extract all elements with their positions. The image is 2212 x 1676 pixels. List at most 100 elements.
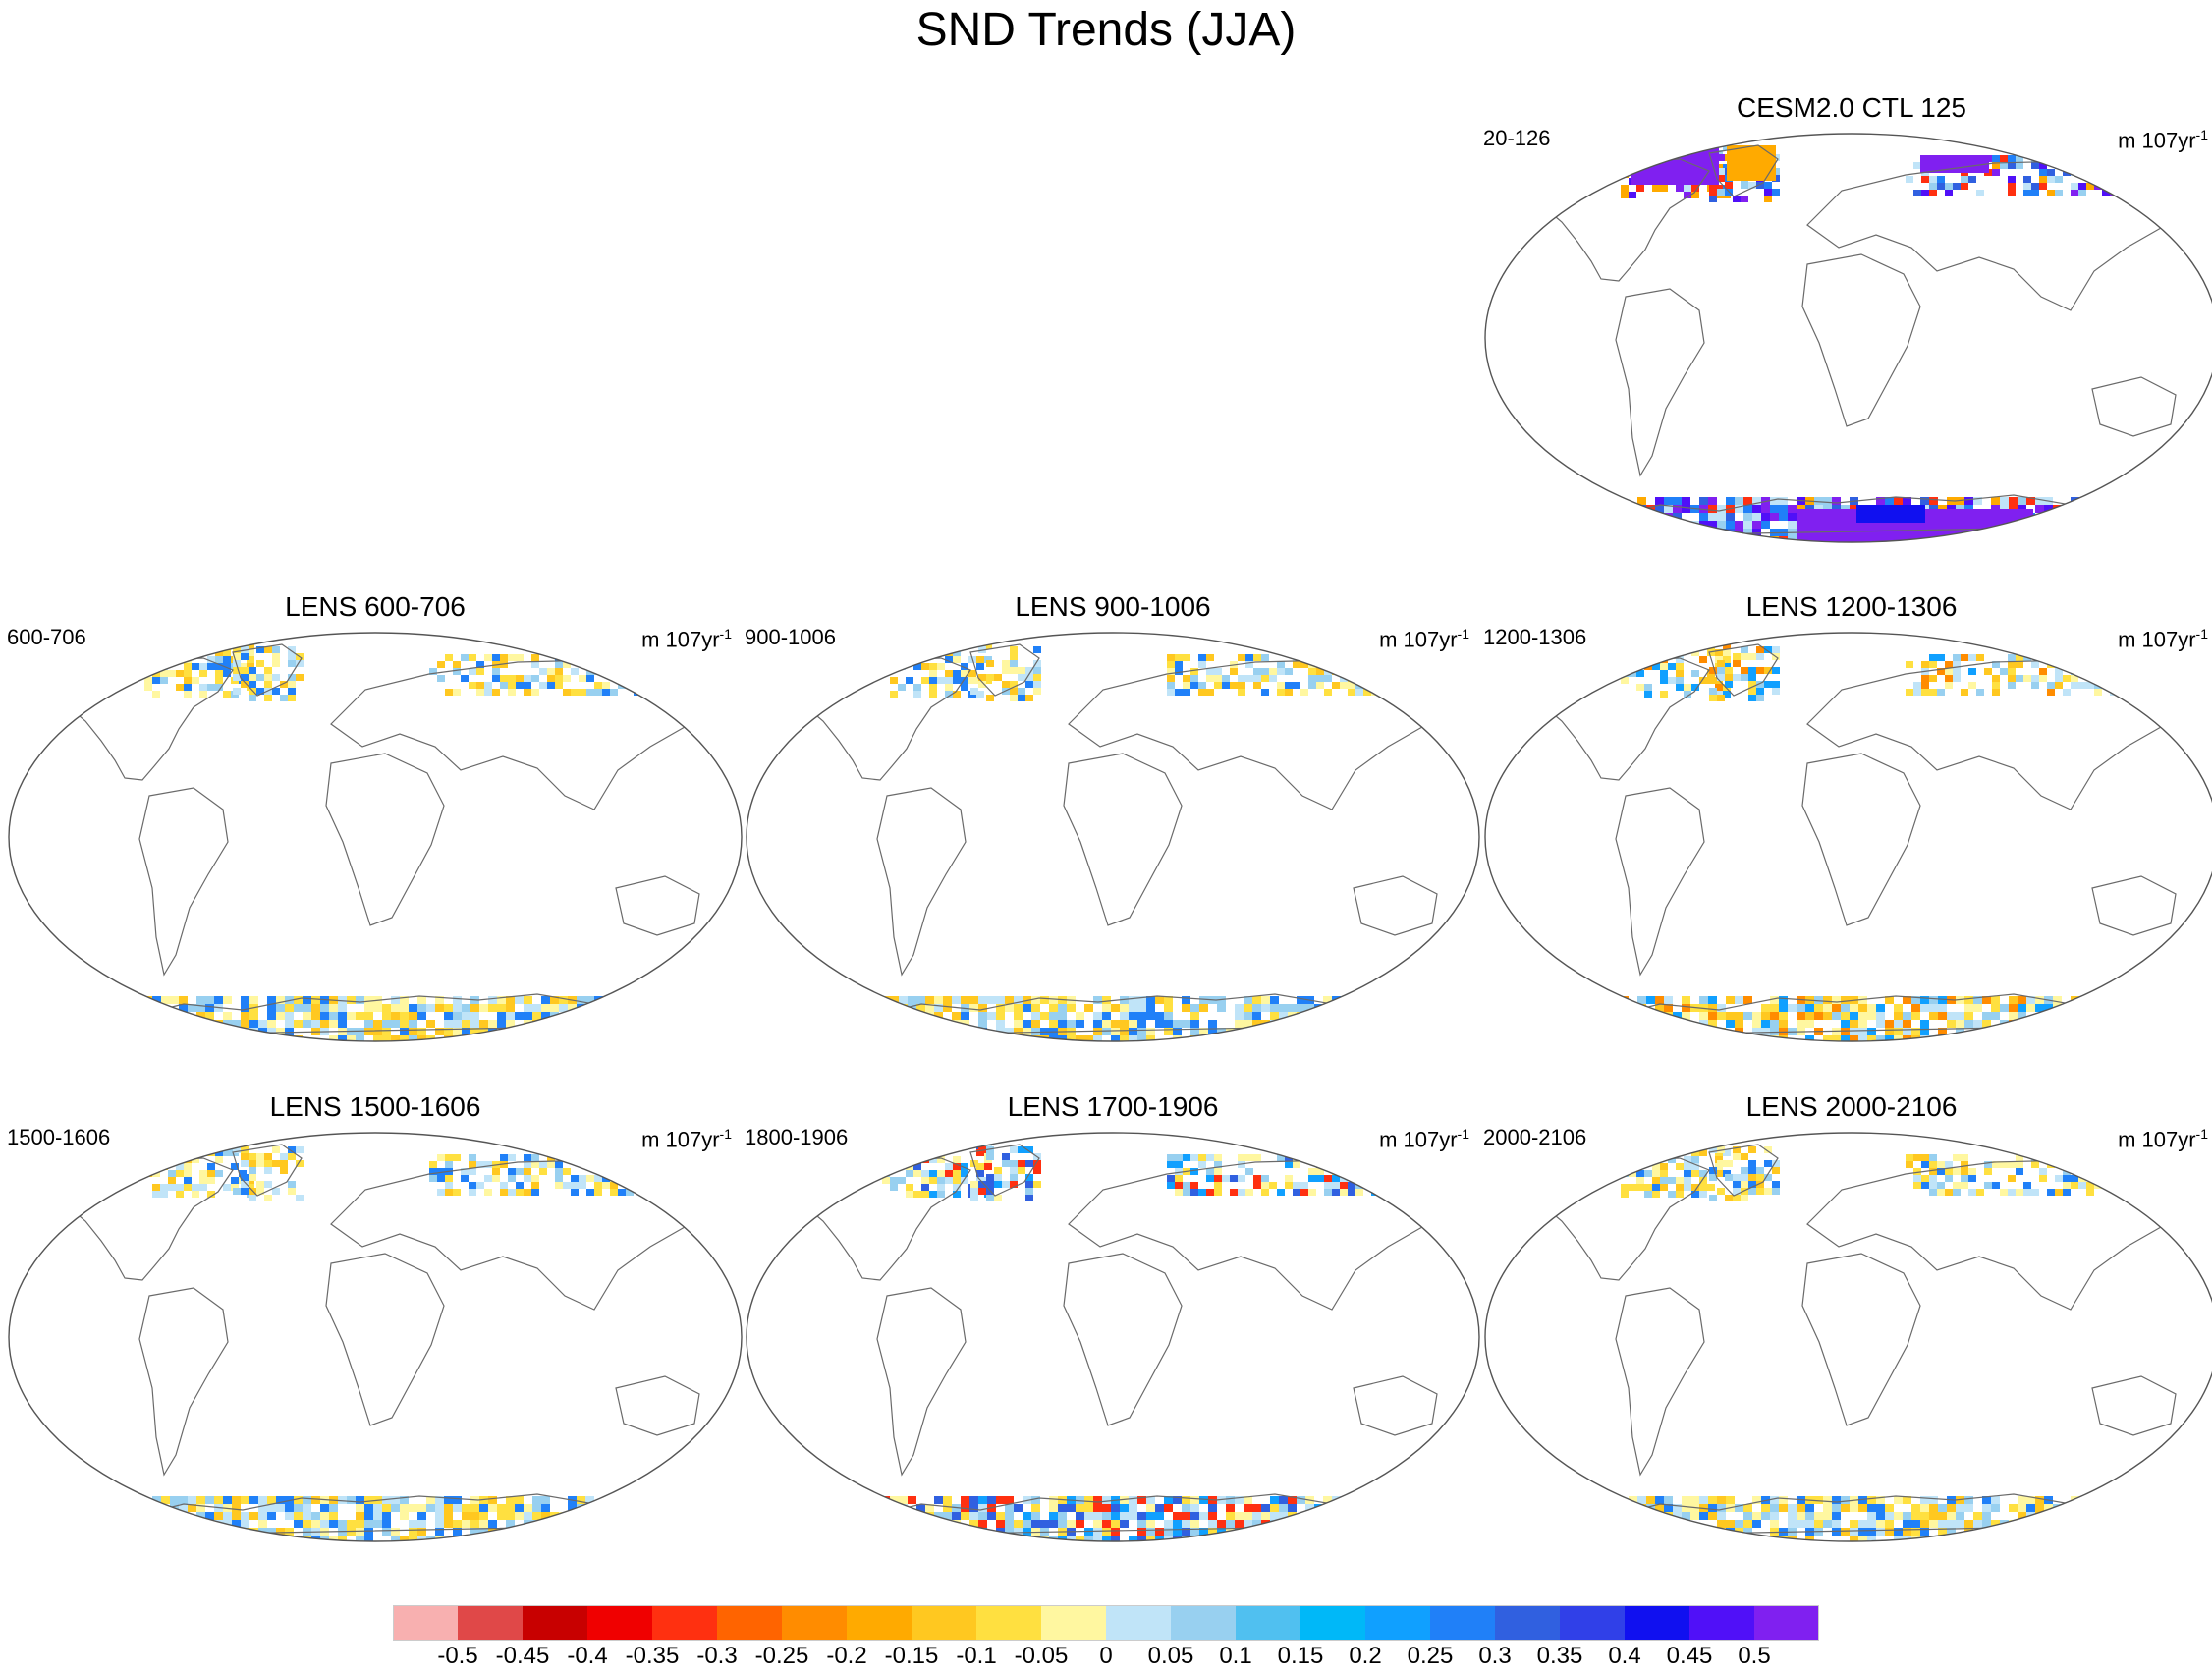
colorbar-box bbox=[1171, 1605, 1236, 1641]
greenland-outline bbox=[1708, 144, 1779, 197]
panel-units-label: m 107yr-1 bbox=[641, 621, 732, 652]
australia-outline bbox=[615, 875, 700, 936]
colorbar-tick-label: 0.2 bbox=[1349, 1643, 1382, 1669]
coastlines bbox=[782, 643, 1438, 1036]
map-frame bbox=[8, 1132, 743, 1542]
world-map bbox=[8, 632, 743, 1042]
australia-outline bbox=[1353, 1375, 1438, 1436]
map-panel-cesm-ctl: CESM2.0 CTL 125 20-126 m 107yr-1 bbox=[1483, 90, 2212, 547]
panel-title: LENS 1500-1606 bbox=[269, 1091, 481, 1122]
greenland-outline bbox=[969, 643, 1040, 697]
greenland-outline bbox=[1708, 1144, 1779, 1197]
australia-outline bbox=[1353, 875, 1438, 936]
eurasia-outline bbox=[1068, 1159, 1433, 1311]
panel-years-label: 1500-1606 bbox=[7, 1125, 111, 1149]
colorbar-tick-label: 0.1 bbox=[1219, 1643, 1252, 1669]
australia-outline bbox=[2091, 376, 2177, 437]
colorbar-box bbox=[393, 1605, 458, 1641]
map-frame bbox=[1484, 1132, 2212, 1542]
colorbar-box bbox=[976, 1605, 1041, 1641]
colorbar-box bbox=[1625, 1605, 1689, 1641]
map-frame bbox=[746, 632, 1480, 1042]
colorbar-box bbox=[1430, 1605, 1495, 1641]
south-america-outline bbox=[1615, 787, 1705, 977]
colorbar-tick-label: 0 bbox=[1099, 1643, 1113, 1669]
coastlines bbox=[1521, 1144, 2177, 1536]
units-exponent: -1 bbox=[719, 1126, 732, 1142]
greenland-outline bbox=[232, 1144, 303, 1197]
units-base: m 107yr bbox=[2118, 128, 2196, 153]
panel-units-label: m 107yr-1 bbox=[1379, 621, 1469, 652]
australia-outline bbox=[2091, 875, 2177, 936]
panel-units-label: m 107yr-1 bbox=[2118, 621, 2208, 652]
eurasia-outline bbox=[330, 659, 695, 810]
south-america-outline bbox=[876, 787, 967, 977]
map-frame bbox=[1484, 632, 2212, 1042]
map-panel-lens-1500: LENS 1500-1606 1500-1606 m 107yr-1 bbox=[7, 1089, 744, 1546]
panel-years-label: 600-706 bbox=[7, 625, 86, 649]
world-map bbox=[1484, 133, 2212, 543]
colorbar-tick-label: 0.25 bbox=[1407, 1643, 1454, 1669]
south-america-outline bbox=[138, 787, 229, 977]
africa-outline bbox=[1801, 1253, 1921, 1426]
map-frame bbox=[8, 632, 743, 1042]
world-map bbox=[746, 632, 1480, 1042]
world-map bbox=[1484, 1132, 2212, 1542]
colorbar-box bbox=[1300, 1605, 1365, 1641]
colorbar-box bbox=[847, 1605, 912, 1641]
colorbar-tick-label: -0.25 bbox=[754, 1643, 809, 1669]
units-exponent: -1 bbox=[1457, 626, 1469, 642]
units-base: m 107yr bbox=[641, 627, 720, 652]
world-map bbox=[746, 1132, 1480, 1542]
colorbar-tick-label: -0.35 bbox=[625, 1643, 680, 1669]
eurasia-outline bbox=[1806, 160, 2172, 311]
panel-title: LENS 900-1006 bbox=[1015, 591, 1211, 622]
colorbar bbox=[393, 1605, 1819, 1641]
units-exponent: -1 bbox=[719, 626, 732, 642]
africa-outline bbox=[325, 1253, 445, 1426]
panel-years-label: 900-1006 bbox=[745, 625, 836, 649]
colorbar-box bbox=[1236, 1605, 1300, 1641]
colorbar-box bbox=[1041, 1605, 1106, 1641]
panel-title: LENS 1700-1906 bbox=[1007, 1091, 1219, 1122]
eurasia-outline bbox=[330, 1159, 695, 1311]
greenland-outline bbox=[232, 643, 303, 697]
panel-units-label: m 107yr-1 bbox=[2118, 1121, 2208, 1152]
colorbar-box bbox=[1106, 1605, 1171, 1641]
coastlines bbox=[1521, 643, 2177, 1036]
colorbar-box bbox=[912, 1605, 976, 1641]
africa-outline bbox=[1063, 753, 1183, 926]
arctic-trend-field bbox=[66, 642, 665, 701]
colorbar-tick-label: -0.5 bbox=[437, 1643, 478, 1669]
colorbar-tick-label: -0.2 bbox=[826, 1643, 867, 1669]
panel-units-label: m 107yr-1 bbox=[641, 1121, 732, 1152]
map-panel-lens-2000: LENS 2000-2106 2000-2106 m 107yr-1 bbox=[1483, 1089, 2212, 1546]
colorbar-box bbox=[782, 1605, 847, 1641]
colorbar-box bbox=[1495, 1605, 1560, 1641]
colorbar-box bbox=[1754, 1605, 1819, 1641]
panel-title: LENS 600-706 bbox=[285, 591, 466, 622]
colorbar-box bbox=[1560, 1605, 1625, 1641]
arctic-trend-field bbox=[1542, 642, 2141, 701]
australia-outline bbox=[615, 1375, 700, 1436]
colorbar-tick-label: -0.45 bbox=[495, 1643, 550, 1669]
units-exponent: -1 bbox=[2195, 1126, 2208, 1142]
arctic-trend-field bbox=[1542, 1143, 2141, 1201]
colorbar-tick-label: 0.15 bbox=[1277, 1643, 1324, 1669]
panel-years-label: 1200-1306 bbox=[1483, 625, 1587, 649]
colorbar-tick-label: 0.4 bbox=[1608, 1643, 1641, 1669]
panel-title: CESM2.0 CTL 125 bbox=[1737, 92, 1966, 123]
map-frame bbox=[1484, 133, 2212, 543]
map-panel-lens-600: LENS 600-706 600-706 m 107yr-1 bbox=[7, 589, 744, 1046]
colorbar-box bbox=[652, 1605, 717, 1641]
africa-outline bbox=[1801, 253, 1921, 427]
colorbar-tick-label: -0.1 bbox=[956, 1643, 997, 1669]
panel-years-label: 2000-2106 bbox=[1483, 1125, 1587, 1149]
arctic-trend-field bbox=[1542, 143, 2133, 202]
map-panel-lens-1700: LENS 1700-1906 1800-1906 m 107yr-1 bbox=[745, 1089, 1481, 1546]
africa-outline bbox=[1801, 753, 1921, 926]
south-america-outline bbox=[1615, 288, 1705, 477]
units-exponent: -1 bbox=[2195, 127, 2208, 142]
africa-outline bbox=[325, 753, 445, 926]
arctic-trend-field bbox=[66, 1143, 665, 1201]
